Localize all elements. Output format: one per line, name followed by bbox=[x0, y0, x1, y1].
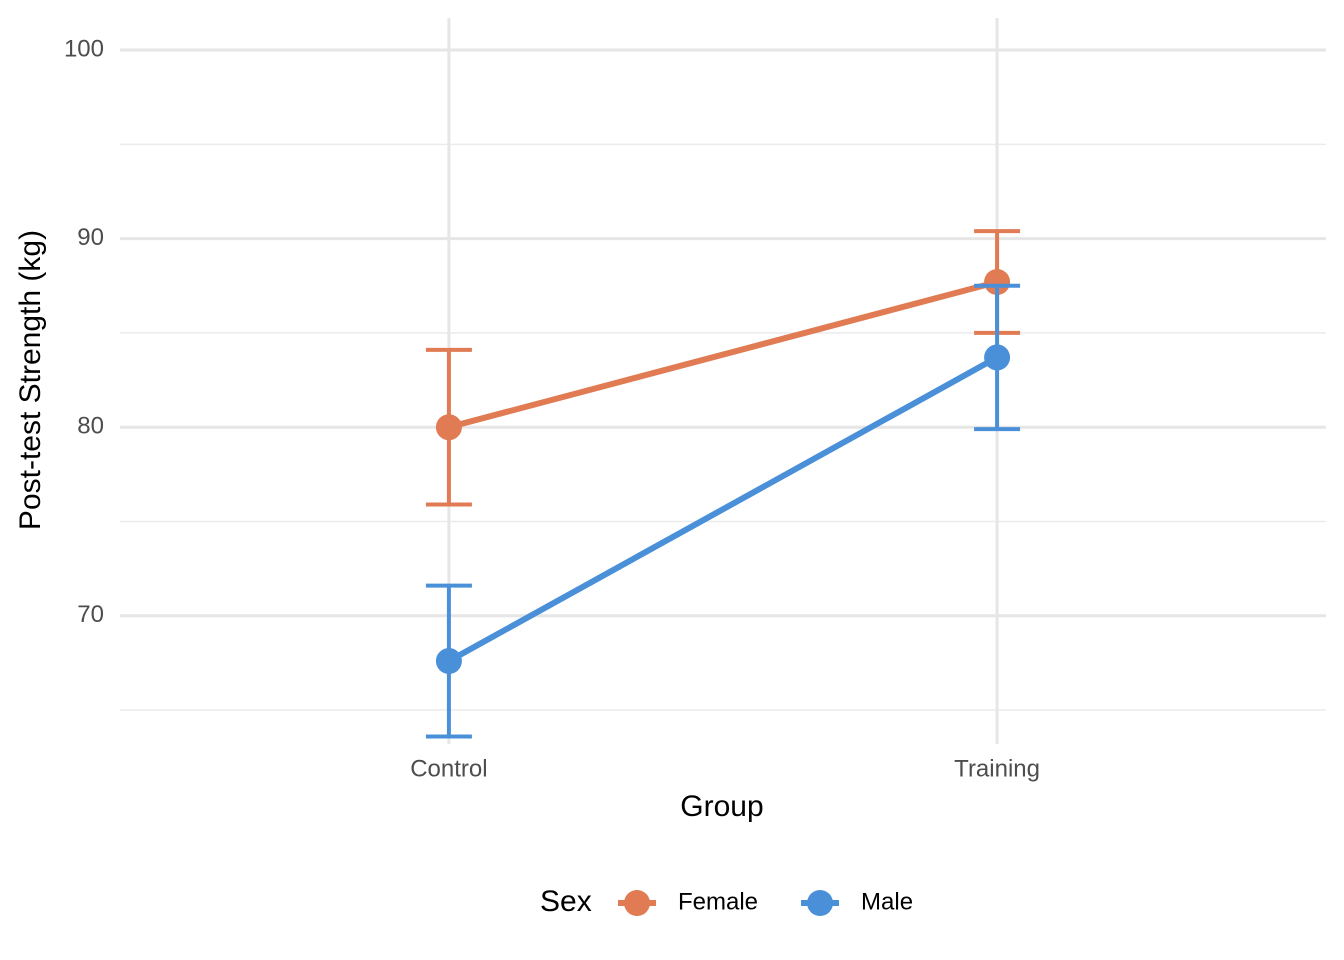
legend-key-point bbox=[624, 890, 650, 916]
x-tick-label: Control bbox=[410, 755, 487, 782]
y-axis-label: Post-test Strength (kg) bbox=[14, 230, 47, 530]
y-tick-label: 70 bbox=[77, 601, 104, 628]
point bbox=[984, 344, 1011, 371]
y-tick-label: 100 bbox=[64, 35, 104, 62]
x-axis-label: Group bbox=[680, 790, 763, 823]
point bbox=[435, 648, 462, 675]
y-tick-label: 80 bbox=[77, 413, 104, 440]
legend-label: Female bbox=[678, 888, 758, 915]
point bbox=[984, 269, 1011, 295]
legend-label: Male bbox=[861, 888, 913, 915]
point bbox=[435, 414, 462, 441]
series-line bbox=[447, 354, 999, 664]
legend-key-point bbox=[807, 890, 834, 916]
series-line bbox=[448, 279, 998, 431]
x-tick-label: Training bbox=[954, 755, 1040, 782]
y-tick-label: 90 bbox=[77, 224, 104, 251]
legend-title: Sex bbox=[540, 885, 592, 918]
